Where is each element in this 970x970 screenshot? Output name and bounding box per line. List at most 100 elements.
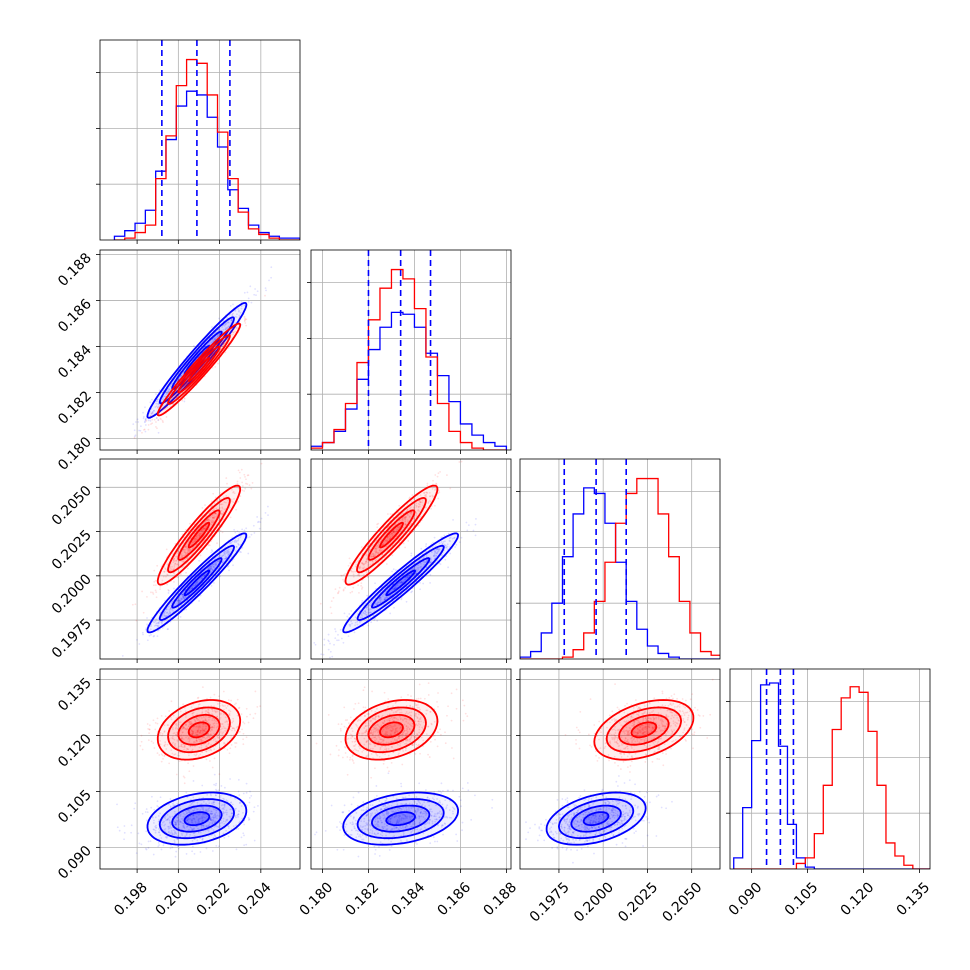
sample-point	[167, 390, 170, 393]
sample-point	[172, 403, 174, 406]
sample-point	[235, 541, 238, 543]
sample-point	[236, 814, 239, 817]
sample-point	[166, 574, 169, 576]
sample-point	[384, 597, 386, 600]
sample-point	[424, 495, 427, 498]
sample-point	[252, 524, 255, 527]
sample-point	[232, 825, 235, 828]
sample-point	[377, 601, 379, 604]
sample-point	[197, 534, 200, 536]
sample-point	[222, 812, 225, 815]
sample-point	[225, 799, 228, 802]
sample-point	[165, 416, 168, 418]
sample-point	[195, 538, 198, 541]
sample-point	[168, 815, 171, 818]
sample-point	[182, 561, 185, 563]
sample-point	[431, 488, 434, 490]
sample-point	[385, 539, 388, 542]
sample-point	[420, 563, 422, 565]
sample-point	[155, 827, 157, 829]
sample-point	[402, 542, 405, 545]
sample-point	[404, 518, 407, 521]
sample-point	[210, 523, 213, 526]
sample-point	[166, 818, 169, 821]
sample-point	[433, 504, 436, 507]
sample-point	[179, 392, 182, 395]
sample-point	[188, 549, 191, 552]
sample-point	[222, 342, 225, 344]
sample-point	[209, 568, 212, 571]
sample-point	[393, 588, 395, 590]
sample-point	[423, 492, 425, 494]
sample-point	[354, 616, 357, 619]
sample-point	[212, 836, 215, 839]
sample-point	[230, 815, 232, 818]
sample-point	[219, 825, 222, 828]
sample-point	[189, 818, 192, 820]
sample-point	[344, 587, 347, 589]
sample-point	[376, 603, 379, 605]
sample-point	[201, 815, 203, 818]
sample-point	[337, 590, 340, 593]
sample-point	[181, 593, 184, 596]
sample-point	[217, 560, 220, 562]
sample-point	[222, 342, 225, 345]
sample-point	[431, 495, 434, 498]
sample-point	[154, 579, 157, 582]
sample-point	[152, 414, 154, 417]
sample-point	[215, 809, 217, 812]
sample-point	[144, 424, 147, 426]
sample-point	[186, 557, 188, 560]
sample-point	[432, 479, 434, 482]
sample-point	[445, 546, 448, 549]
sample-point	[438, 542, 441, 545]
sample-point	[156, 398, 159, 401]
sample-point	[374, 559, 377, 562]
sample-point	[149, 401, 152, 404]
sample-point	[229, 516, 232, 519]
sample-point	[156, 406, 159, 409]
sample-point	[405, 600, 408, 603]
sample-point	[449, 487, 452, 490]
sample-point	[219, 503, 222, 506]
sample-point	[374, 546, 377, 548]
sample-point	[417, 564, 420, 567]
sample-point	[160, 409, 163, 412]
sample-point	[337, 592, 339, 595]
sample-point	[431, 494, 434, 497]
sample-point	[211, 519, 213, 522]
sample-point	[364, 561, 367, 563]
sample-point	[329, 650, 332, 653]
sample-point	[207, 519, 210, 522]
sample-point	[213, 803, 216, 806]
sample-point	[156, 625, 159, 627]
sample-point	[212, 352, 215, 355]
sample-point	[185, 545, 187, 548]
sample-point	[412, 517, 415, 520]
sample-point	[185, 382, 188, 384]
sample-point	[220, 512, 222, 515]
sample-point	[243, 315, 246, 318]
sample-point	[209, 570, 212, 573]
sample-point	[210, 810, 212, 813]
sample-point	[197, 369, 200, 372]
sample-point	[164, 568, 167, 571]
sample-point	[339, 628, 342, 631]
sample-point	[406, 576, 409, 579]
sample-point	[337, 639, 340, 642]
sample-point	[202, 350, 205, 352]
sample-point	[338, 586, 341, 589]
sample-point	[204, 521, 207, 524]
sample-point	[401, 518, 403, 521]
sample-point	[190, 819, 193, 822]
sample-point	[223, 551, 225, 554]
sample-point	[241, 528, 244, 531]
axes-frame	[310, 249, 512, 451]
plot-area	[100, 459, 300, 659]
sample-point	[226, 482, 228, 485]
sample-point	[190, 587, 193, 590]
sample-point	[264, 287, 267, 290]
sample-point	[369, 611, 371, 614]
y-tick-label: 0.180	[55, 434, 95, 474]
